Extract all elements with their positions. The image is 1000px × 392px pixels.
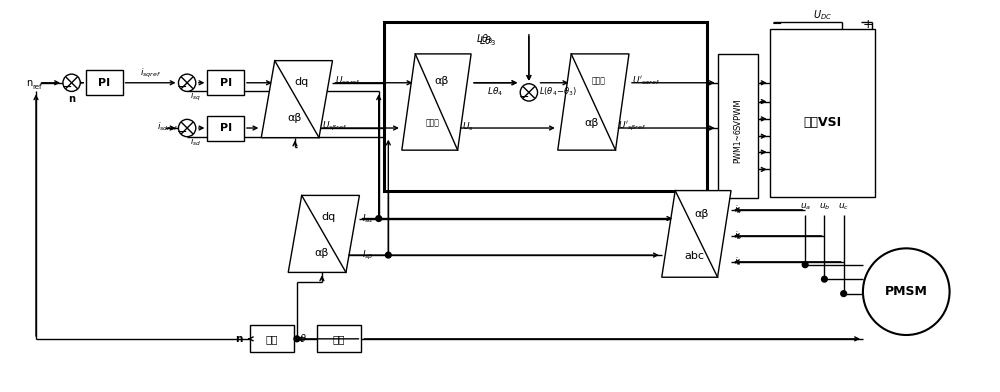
Text: $L\theta_3$: $L\theta_3$: [476, 33, 493, 46]
Circle shape: [385, 252, 391, 258]
Text: dq: dq: [322, 212, 336, 221]
Circle shape: [178, 74, 196, 91]
Text: $U_s$: $U_s$: [462, 121, 474, 133]
Polygon shape: [288, 195, 359, 272]
Text: n: n: [68, 94, 75, 104]
Text: PMSM: PMSM: [885, 285, 928, 298]
Text: n: n: [235, 334, 242, 344]
Bar: [384, 22, 707, 191]
Circle shape: [863, 249, 950, 335]
Polygon shape: [662, 191, 731, 277]
Text: $U_{DC}$: $U_{DC}$: [813, 9, 832, 22]
Text: αβ: αβ: [315, 248, 329, 258]
Text: $i_{sd}$: $i_{sd}$: [190, 135, 201, 148]
Circle shape: [63, 74, 80, 91]
Polygon shape: [558, 54, 629, 150]
Circle shape: [294, 336, 300, 342]
Text: 极坐标: 极坐标: [426, 119, 440, 128]
Circle shape: [841, 291, 847, 296]
Text: n: n: [26, 78, 33, 88]
Text: SVPWM: SVPWM: [733, 99, 742, 131]
Circle shape: [178, 119, 196, 137]
Bar: [207, 116, 244, 141]
Text: αβ: αβ: [434, 76, 448, 86]
Text: $U_{s\beta ref}$: $U_{s\beta ref}$: [322, 120, 347, 132]
Circle shape: [802, 262, 808, 268]
Text: $i_{sqref}$: $i_{sqref}$: [140, 67, 161, 80]
Text: $i_{sdref}$: $i_{sdref}$: [157, 121, 178, 133]
Text: $L(\theta_4{-}\theta_3)$: $L(\theta_4{-}\theta_3)$: [539, 85, 577, 98]
Text: −: −: [62, 81, 72, 94]
Polygon shape: [261, 61, 332, 138]
Text: $i_b$: $i_b$: [734, 230, 742, 242]
Text: PWM1~6: PWM1~6: [733, 128, 742, 163]
Text: −: −: [519, 91, 529, 104]
Text: abc: abc: [684, 251, 704, 261]
Text: 三相VSI: 三相VSI: [803, 116, 842, 129]
Bar: [250, 325, 294, 352]
Text: αβ: αβ: [694, 209, 708, 219]
Text: $u_b$: $u_b$: [819, 202, 830, 212]
Bar: [317, 325, 361, 352]
Text: ref: ref: [32, 83, 42, 90]
Text: −: −: [177, 126, 188, 139]
Text: −: −: [177, 81, 188, 94]
Text: PI: PI: [220, 78, 232, 88]
Text: +: +: [862, 18, 873, 31]
Text: $L\theta_3$: $L\theta_3$: [479, 34, 496, 48]
Text: 测速: 测速: [266, 334, 278, 344]
Text: $i_a$: $i_a$: [734, 203, 742, 216]
Polygon shape: [402, 54, 471, 150]
Text: $I_{s\beta}$: $I_{s\beta}$: [362, 249, 374, 261]
Text: $U_{s\alpha ref}$: $U_{s\alpha ref}$: [335, 74, 361, 87]
Circle shape: [822, 276, 827, 282]
Text: $u_a$: $u_a$: [800, 202, 811, 212]
Text: $U'_{s\alpha ref}$: $U'_{s\alpha ref}$: [632, 74, 660, 87]
Text: 极坐标: 极坐标: [591, 76, 605, 85]
Text: αβ: αβ: [288, 113, 302, 123]
Text: 测位: 测位: [333, 334, 345, 344]
Text: $u_c$: $u_c$: [838, 202, 849, 212]
Text: −: −: [772, 18, 783, 31]
Text: PI: PI: [98, 78, 110, 88]
Text: PI: PI: [220, 123, 232, 133]
Text: αβ: αβ: [584, 118, 599, 128]
Text: $L\theta_4$: $L\theta_4$: [487, 85, 503, 98]
Bar: [86, 70, 123, 95]
Text: $I_{s\alpha}$: $I_{s\alpha}$: [362, 212, 374, 225]
Bar: [770, 29, 875, 197]
Bar: [207, 70, 244, 95]
Text: $i_c$: $i_c$: [734, 256, 742, 268]
Text: $i_{sq}$: $i_{sq}$: [190, 90, 201, 103]
Circle shape: [376, 216, 382, 221]
Text: dq: dq: [295, 77, 309, 87]
Bar: [718, 54, 758, 198]
Text: $U'_{s\beta ref}$: $U'_{s\beta ref}$: [618, 120, 647, 132]
Circle shape: [520, 84, 538, 101]
Text: θ: θ: [300, 334, 306, 344]
